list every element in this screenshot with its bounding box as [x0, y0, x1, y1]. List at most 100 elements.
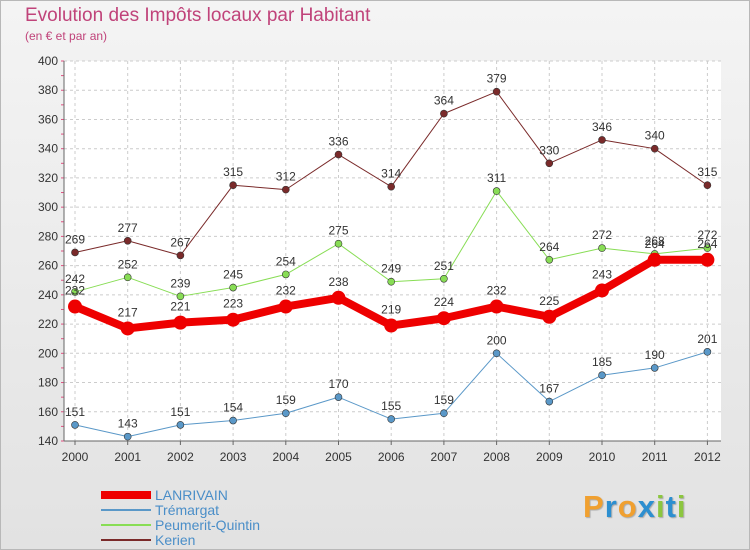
data-label-kerien: 336 [328, 135, 348, 149]
data-label-tr-margat: 201 [697, 332, 717, 346]
data-label-peumerit-quintin: 268 [645, 234, 665, 248]
logo-letter: o [617, 489, 638, 524]
data-point-kerien [229, 181, 237, 190]
data-point-lanrivain [542, 309, 557, 324]
logo-letter: i [655, 489, 666, 524]
data-point-peumerit-quintin [123, 273, 132, 282]
legend-item: LANRIVAIN [101, 487, 260, 503]
data-point-kerien [71, 248, 79, 257]
data-point-lanrivain [700, 252, 715, 267]
data-label-tr-margat: 200 [487, 333, 507, 347]
data-point-peumerit-quintin [176, 292, 185, 301]
data-label-peumerit-quintin: 252 [118, 257, 138, 271]
data-point-lanrivain [647, 252, 662, 267]
data-label-kerien: 315 [223, 165, 243, 179]
data-point-peumerit-quintin [545, 255, 554, 264]
data-label-peumerit-quintin: 311 [487, 171, 506, 185]
data-label-peumerit-quintin: 251 [434, 259, 454, 273]
x-tick-label: 2008 [483, 450, 510, 464]
data-label-tr-margat: 167 [539, 382, 559, 396]
data-label-kerien: 346 [592, 120, 612, 134]
data-label-peumerit-quintin: 275 [328, 224, 348, 238]
data-point-lanrivain [120, 321, 135, 336]
data-point-peumerit-quintin [229, 283, 237, 292]
data-label-lanrivain: 243 [592, 267, 612, 281]
data-point-tr-margat [650, 364, 659, 372]
data-label-peumerit-quintin: 242 [65, 272, 85, 286]
chart-legend: LANRIVAIN Trémargat Peumerit-Quintin Kerien [101, 487, 261, 548]
y-tick-label: 280 [38, 229, 58, 243]
data-point-peumerit-quintin [703, 244, 712, 252]
data-point-kerien [281, 185, 290, 194]
data-point-lanrivain [489, 299, 504, 314]
x-tick-label: 2006 [378, 450, 405, 464]
logo-letter: r [604, 489, 618, 524]
data-point-lanrivain [68, 299, 82, 314]
data-point-lanrivain [278, 299, 293, 314]
data-point-tr-margat [703, 348, 712, 356]
x-tick-label: 2012 [694, 450, 721, 464]
data-point-tr-margat [440, 409, 448, 418]
data-point-peumerit-quintin [334, 239, 343, 248]
data-label-lanrivain: 232 [487, 284, 507, 298]
data-point-lanrivain [331, 290, 346, 305]
y-tick-label: 300 [38, 200, 58, 214]
data-label-kerien: 330 [539, 143, 559, 157]
data-label-peumerit-quintin: 264 [539, 240, 559, 254]
legend-swatch [101, 508, 151, 511]
data-point-tr-margat [229, 416, 237, 425]
chart-title: Evolution des Impôts locaux par Habitant [25, 5, 371, 26]
data-label-tr-margat: 159 [434, 393, 454, 407]
data-label-peumerit-quintin: 254 [276, 254, 296, 268]
data-point-tr-margat [281, 409, 290, 418]
data-point-tr-margat [492, 349, 501, 358]
data-label-lanrivain: 264 [645, 237, 665, 251]
data-label-tr-margat: 190 [645, 348, 665, 362]
legend-swatch [101, 538, 151, 541]
data-point-lanrivain [173, 315, 188, 330]
data-label-kerien: 364 [434, 94, 454, 108]
legend-item: Peumerit-Quintin [101, 516, 261, 533]
logo-letter: i [676, 489, 687, 524]
data-point-peumerit-quintin [71, 288, 79, 296]
x-tick-label: 2007 [431, 450, 458, 464]
legend-label: Peumerit-Quintin [155, 516, 261, 533]
data-label-lanrivain: 223 [223, 297, 243, 311]
data-label-kerien: 315 [697, 165, 717, 179]
data-label-tr-margat: 159 [276, 393, 296, 407]
y-tick-label: 180 [38, 376, 58, 390]
data-point-peumerit-quintin [598, 244, 606, 252]
data-point-tr-margat [123, 432, 132, 441]
data-label-lanrivain: 221 [170, 300, 190, 314]
data-point-tr-margat [387, 415, 396, 423]
data-point-kerien [650, 144, 659, 153]
legend-item: Kerien [101, 532, 260, 548]
y-tick-label: 140 [38, 434, 58, 448]
data-label-peumerit-quintin: 272 [592, 228, 612, 242]
data-label-tr-margat: 155 [381, 399, 401, 413]
series-layer [68, 87, 715, 441]
legend-item: Trémargat [101, 501, 260, 518]
data-point-tr-margat [598, 371, 606, 380]
legend-swatch [101, 490, 151, 499]
data-point-tr-margat [176, 421, 185, 429]
x-tick-label: 2001 [114, 450, 141, 464]
x-tick-label: 2003 [220, 450, 247, 464]
y-tick-label: 160 [38, 405, 58, 419]
data-point-kerien [123, 236, 132, 245]
data-point-peumerit-quintin [440, 274, 448, 283]
data-label-kerien: 379 [487, 72, 507, 86]
y-tick-label: 380 [38, 83, 58, 97]
legend-label: Trémargat [155, 501, 220, 518]
data-label-tr-margat: 170 [328, 377, 348, 391]
data-label-kerien: 269 [65, 232, 85, 246]
data-label-tr-margat: 185 [592, 355, 612, 369]
data-label-lanrivain: 238 [328, 275, 348, 289]
data-point-peumerit-quintin [387, 277, 396, 286]
data-point-kerien [387, 182, 396, 191]
y-tick-label: 400 [38, 54, 58, 68]
data-label-kerien: 267 [170, 235, 190, 249]
data-point-kerien [176, 251, 185, 260]
data-point-kerien [334, 150, 343, 159]
